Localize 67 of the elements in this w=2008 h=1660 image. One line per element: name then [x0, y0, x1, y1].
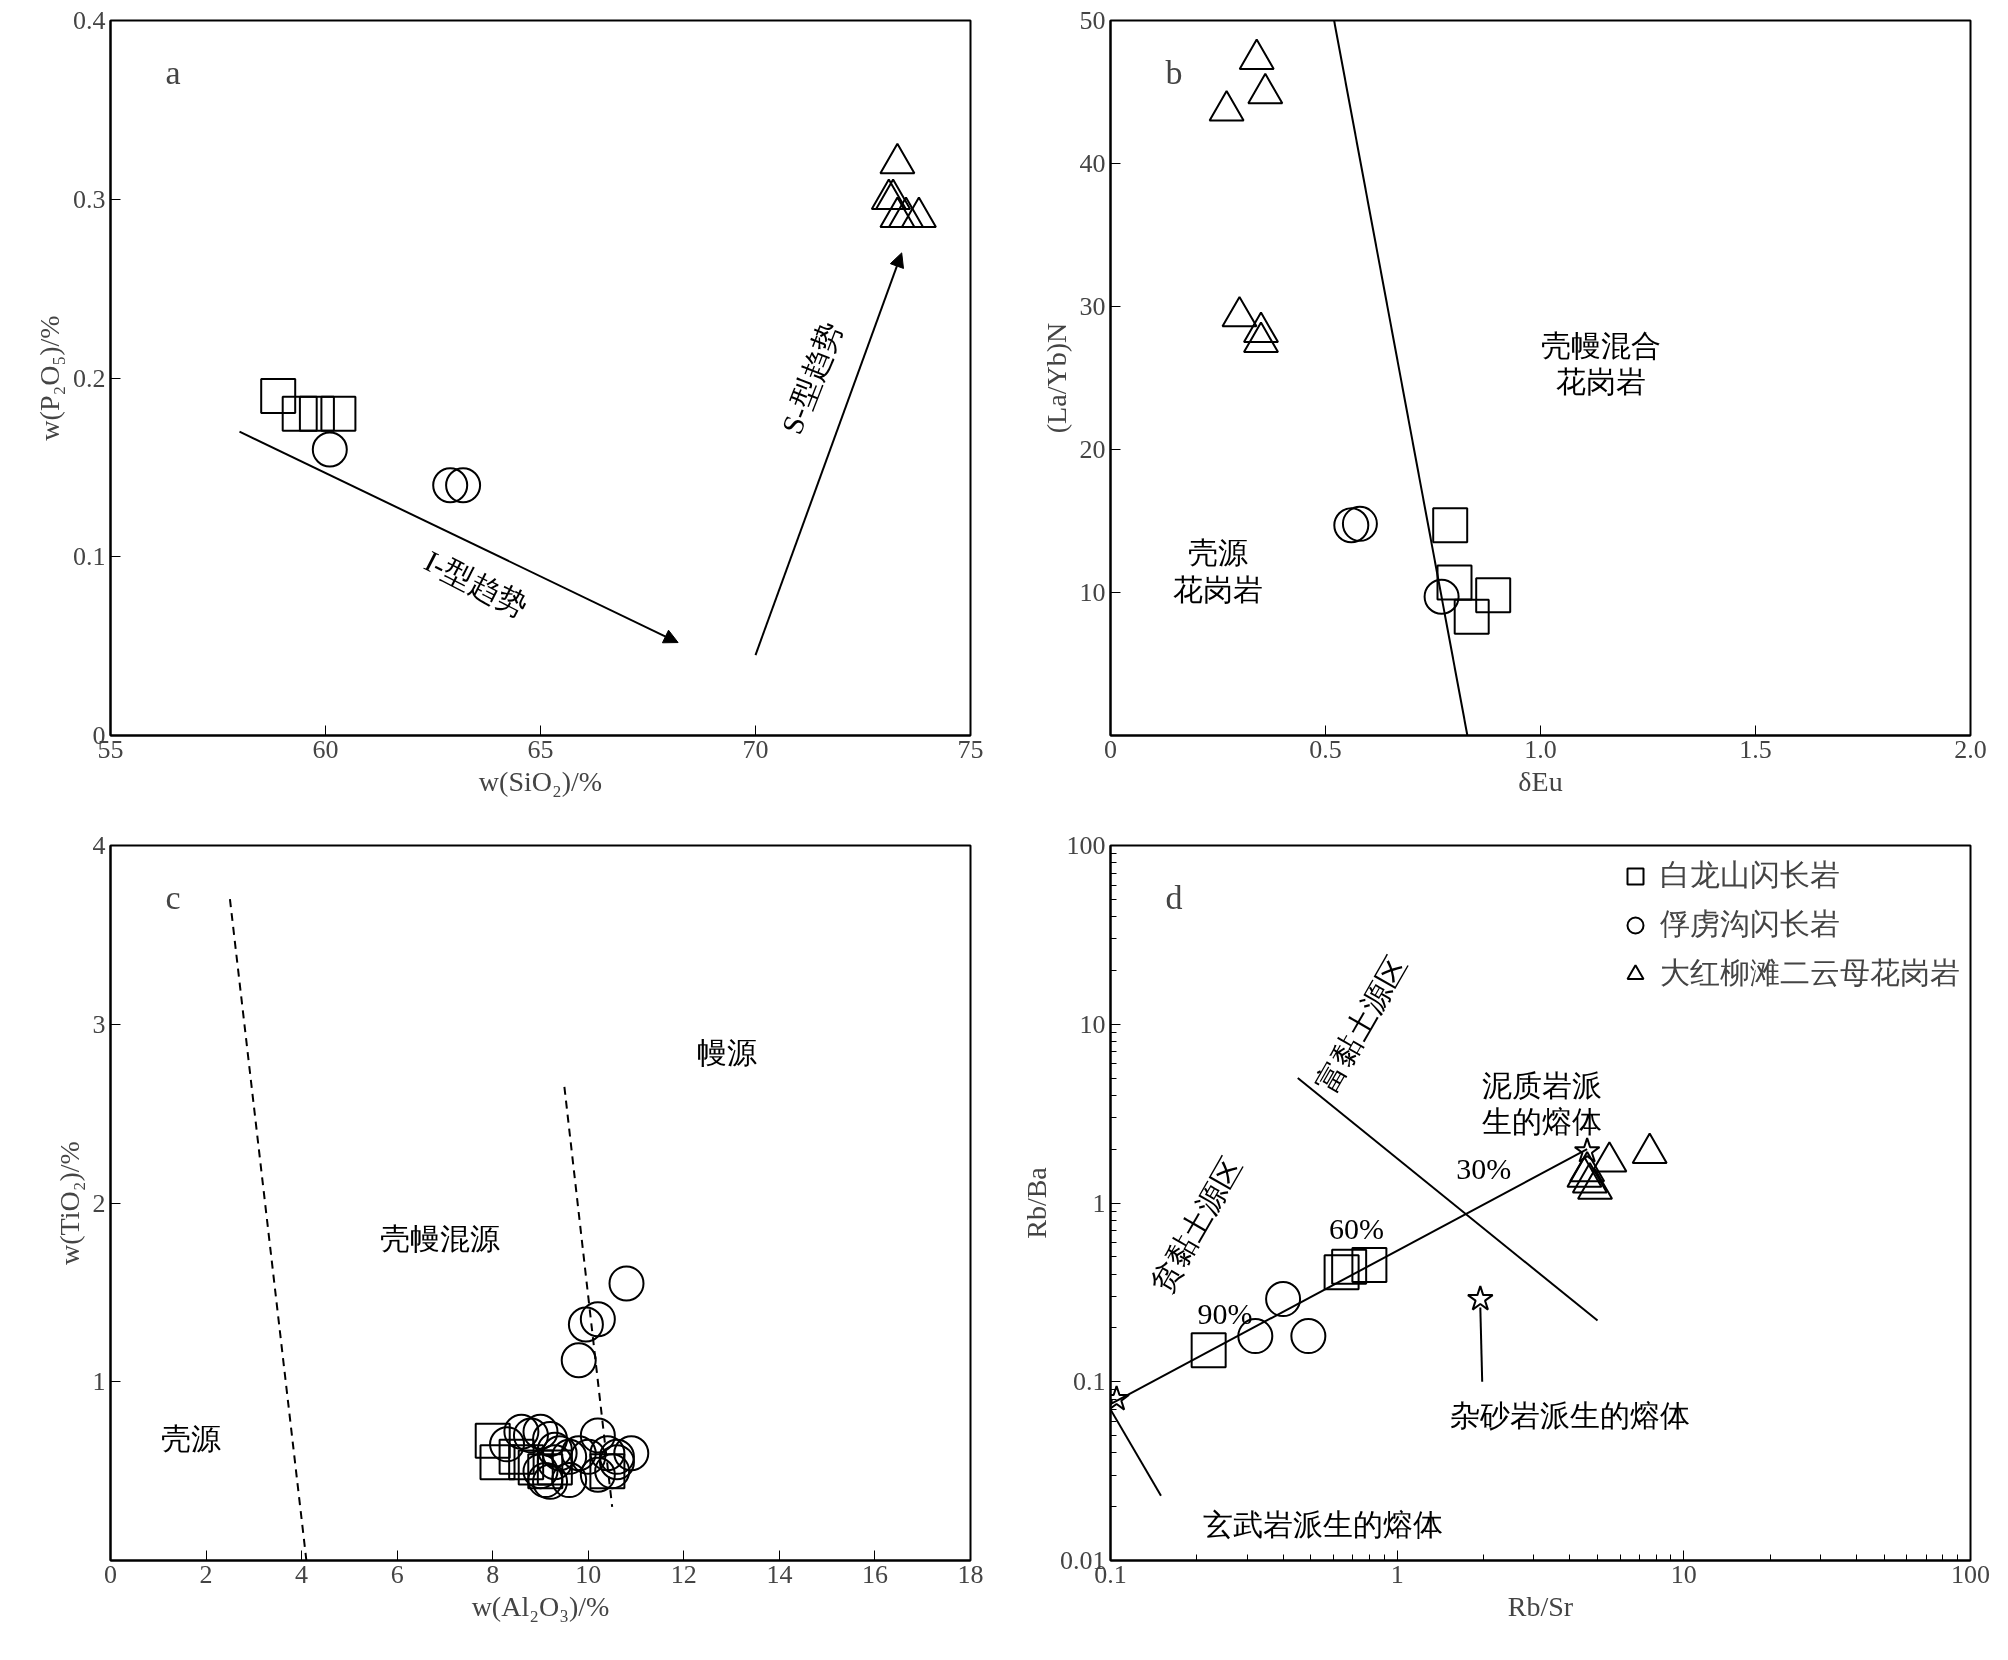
- x-tick-label: 10: [575, 1559, 602, 1589]
- y-tick-label: 50: [1079, 6, 1106, 35]
- y-tick-label: 10: [1079, 1009, 1106, 1039]
- x-tick-label: 70: [742, 734, 769, 764]
- x-tick-label: 0.5: [1309, 734, 1342, 764]
- y-axis-title: w(TiO₂)/%: [53, 1141, 85, 1265]
- y-tick-label: 1: [92, 1367, 106, 1397]
- x-tick-label: 65: [527, 734, 554, 764]
- y-tick-label: 30: [1079, 292, 1106, 321]
- x-axis-title: δEu: [1518, 765, 1563, 797]
- annotation: 富黏土源区: [1309, 950, 1414, 1098]
- x-tick-label: 16: [861, 1559, 888, 1589]
- y-tick-label: 100: [1066, 831, 1106, 860]
- annotation: 壳幔混合花岗岩: [1540, 329, 1661, 399]
- x-tick-label: 12: [670, 1559, 697, 1589]
- y-tick-label: 3: [92, 1009, 106, 1039]
- annotation: 壳源: [161, 1422, 222, 1456]
- y-tick-label: 40: [1079, 149, 1106, 178]
- legend-label: 白龙山闪长岩: [1660, 857, 1840, 893]
- y-tick-label: 0.1: [73, 542, 106, 572]
- x-tick-label: 14: [766, 1559, 793, 1589]
- y-axis-title: (La/Yb)N: [1040, 322, 1072, 434]
- x-axis-title: w(SiO₂)/%: [478, 765, 603, 797]
- y-tick-label: 2: [92, 1188, 106, 1218]
- x-tick-label: 2.0: [1954, 734, 1987, 764]
- x-tick-label: 1.5: [1739, 734, 1772, 764]
- annotation: 杂砂岩派生的熔体: [1449, 1398, 1690, 1432]
- y-tick-label: 4: [92, 831, 106, 860]
- annotation: a: [165, 53, 181, 91]
- y-axis-title: Rb/Ba: [1021, 1166, 1052, 1239]
- legend-label: 大红柳滩二云母花岗岩: [1660, 955, 1960, 991]
- annotation: 30%: [1456, 1152, 1512, 1186]
- annotation: c: [165, 878, 181, 916]
- x-tick-label: 100: [1951, 1559, 1990, 1589]
- annotation: S-型趋势: [774, 317, 848, 439]
- annotation: 泥质岩派生的熔体: [1482, 1068, 1603, 1139]
- y-tick-label: 0.2: [73, 363, 106, 393]
- x-tick-label: 6: [390, 1559, 404, 1589]
- x-tick-label: 1.0: [1524, 734, 1557, 764]
- y-tick-label: 20: [1079, 435, 1106, 464]
- annotation: 幔源: [697, 1036, 758, 1070]
- x-tick-label: 8: [486, 1559, 500, 1589]
- x-axis-title: Rb/Sr: [1507, 1590, 1574, 1622]
- annotation: 90%: [1197, 1297, 1253, 1331]
- x-tick-label: 75: [957, 734, 984, 764]
- annotation: 贫黏土源区: [1144, 1151, 1249, 1299]
- annotation: 60%: [1328, 1212, 1384, 1246]
- x-tick-label: 10: [1670, 1559, 1697, 1589]
- x-axis-title: w(Al₂O₃)/%: [471, 1590, 610, 1622]
- annotation: b: [1165, 53, 1183, 91]
- annotation: 壳源花岗岩: [1173, 536, 1263, 606]
- x-tick-label: 60: [312, 734, 339, 764]
- annotation: I-型趋势: [419, 543, 533, 624]
- legend-label: 俘虏沟闪长岩: [1660, 906, 1840, 942]
- y-tick-label: 0.1: [1073, 1367, 1106, 1397]
- y-axis-title: w(P₂O₅)/%: [34, 315, 65, 441]
- x-tick-label: 18: [957, 1559, 984, 1589]
- y-tick-label: 1: [1092, 1188, 1106, 1218]
- annotation: d: [1165, 878, 1183, 916]
- x-tick-label: 1: [1390, 1559, 1404, 1589]
- y-tick-label: 0.4: [73, 6, 106, 35]
- x-tick-label: 4: [295, 1559, 309, 1589]
- annotation: 玄武岩派生的熔体: [1202, 1507, 1443, 1541]
- x-tick-label: 2: [199, 1559, 213, 1589]
- y-tick-label: 0.3: [73, 184, 106, 214]
- annotation: 壳幔混源: [379, 1222, 500, 1256]
- y-tick-label: 10: [1079, 578, 1106, 607]
